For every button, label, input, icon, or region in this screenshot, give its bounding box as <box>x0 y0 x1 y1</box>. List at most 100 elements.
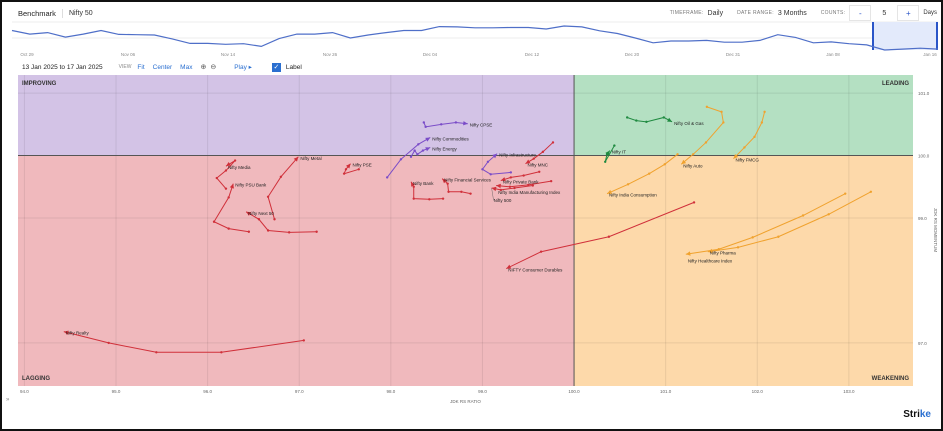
trail-label: Nifty Commodities <box>432 136 469 141</box>
trail-point <box>531 184 535 187</box>
x-tick-label: 103.0 <box>843 389 855 394</box>
trail-label: Nifty Next 50 <box>248 211 274 216</box>
trail-point <box>801 214 805 217</box>
trail-label: Nifty Energy <box>432 146 457 151</box>
trail-nifty-energy <box>409 146 431 159</box>
trail-point <box>416 153 419 156</box>
zoom-in-icon[interactable]: ⊕ <box>200 64 207 71</box>
trail-point <box>273 218 276 221</box>
x-tick-label: 100.0 <box>568 389 580 394</box>
max-button[interactable]: Max <box>180 63 193 71</box>
trail-point <box>692 201 696 204</box>
x-tick-label: 101.0 <box>660 389 672 394</box>
trail-point <box>424 125 427 129</box>
x-tick-label: 98.0 <box>386 389 395 394</box>
trail-point <box>704 141 708 144</box>
date-to[interactable]: 17 Jan 2025 <box>66 63 103 71</box>
trail-point <box>676 153 679 156</box>
trail-point <box>625 116 629 119</box>
trail-point <box>460 190 463 193</box>
play-button[interactable]: Play ▸ <box>234 64 252 71</box>
date-range-select[interactable]: 3 Months <box>777 9 807 17</box>
trail-point <box>720 110 723 114</box>
counts-increment-button[interactable]: + <box>897 5 920 21</box>
trail-line <box>267 156 299 220</box>
trail-point <box>412 185 415 188</box>
trail-label: Nifty CPSE <box>470 123 493 128</box>
trail-point <box>481 168 484 171</box>
x-tick-label: 95.0 <box>112 389 121 394</box>
y-tick-label: 99.0 <box>918 216 927 221</box>
trail-point <box>539 250 543 253</box>
sparkline-x-label: Jan 16 <box>923 52 937 57</box>
logo-text-a: Stri <box>903 409 920 420</box>
trail-nifty-bank <box>410 181 445 201</box>
quadrant-label-lagging: LAGGING <box>22 376 50 382</box>
counts-decrement-button[interactable]: - <box>849 5 872 21</box>
trail-point <box>399 158 403 161</box>
benchmark-sparkline[interactable]: Oct 29 Nov 06 Nov 14 Nov 26 Dec 04 Dec 12 Dec … <box>0 0 943 60</box>
trail-head-arrow <box>246 211 252 216</box>
label-checkbox[interactable]: ✓ <box>271 62 281 72</box>
benchmark-select[interactable]: Nifty 50 <box>68 9 93 17</box>
trail-point <box>447 190 450 193</box>
x-tick-label: 99.0 <box>478 389 487 394</box>
counts-input[interactable]: 5 <box>882 9 887 17</box>
quadrant-label-leading: LEADING <box>882 81 909 87</box>
trail-head-arrow <box>229 183 234 189</box>
trail-nifty-healthcare-index <box>685 192 847 256</box>
trail-point <box>422 121 426 124</box>
fit-button[interactable]: Fit <box>137 63 145 71</box>
trail-head-arrow <box>506 264 512 269</box>
trail-point <box>743 146 746 149</box>
trail-label: Nifty Auto <box>683 163 703 168</box>
sparkline-x-label: Nov 14 <box>221 52 236 57</box>
chevron-double-right-icon[interactable]: » <box>6 397 10 403</box>
trail-label: Nifty 500 <box>494 198 512 203</box>
timeframe-label: TIMEFRAME: <box>669 10 704 16</box>
trail-line <box>680 106 724 165</box>
zoom-out-icon[interactable]: ⊖ <box>210 64 217 71</box>
y-tick-label: 100.0 <box>918 154 930 159</box>
trail-point <box>357 168 360 171</box>
trail-point <box>663 163 666 166</box>
trail-head-arrow <box>500 177 506 182</box>
trail-label: Nifty Infrastructure <box>499 153 536 158</box>
date-from[interactable]: 13 Jan 2025 <box>22 63 58 71</box>
trail-head-arrow <box>425 137 431 142</box>
y-tick-label: 97.0 <box>918 341 927 346</box>
trail-head-arrow <box>346 163 351 169</box>
trail-label: Nifty Healthcare Index <box>688 259 733 264</box>
sparkline-x-label: Oct 29 <box>20 52 34 57</box>
trail-point <box>613 144 616 147</box>
strike-logo: Strike <box>903 409 931 420</box>
trail-nifty-oil-gas <box>625 116 673 124</box>
trail-point <box>266 229 270 232</box>
trail-line <box>496 180 552 188</box>
trail-label: Nifty Pharma <box>710 251 737 256</box>
trail-nifty-fmcg <box>733 110 766 160</box>
sparkline-x-label: Dec 04 <box>423 52 438 57</box>
trail-head-arrow <box>496 183 501 189</box>
center-button[interactable]: Center <box>152 63 173 71</box>
trail-nifty-pse <box>342 163 360 175</box>
trail-point <box>549 179 553 183</box>
trail-point <box>247 230 251 233</box>
trail-point <box>551 141 555 144</box>
trail-point <box>454 121 458 124</box>
trail-head-arrow <box>492 153 498 159</box>
trail-point <box>440 123 443 126</box>
trail-head-arrow <box>225 161 231 167</box>
trail-head-arrow <box>491 186 497 192</box>
timeframe-select[interactable]: Daily <box>707 9 724 17</box>
quadrant-label-weakening: WEAKENING <box>872 376 910 382</box>
trail-point <box>212 220 216 223</box>
trail-nifty-realty <box>63 330 306 354</box>
trail-line <box>386 137 431 178</box>
trail-point <box>227 196 230 199</box>
trail-point <box>753 135 756 139</box>
trail-point <box>647 172 651 175</box>
trail-head-arrow <box>425 147 431 152</box>
